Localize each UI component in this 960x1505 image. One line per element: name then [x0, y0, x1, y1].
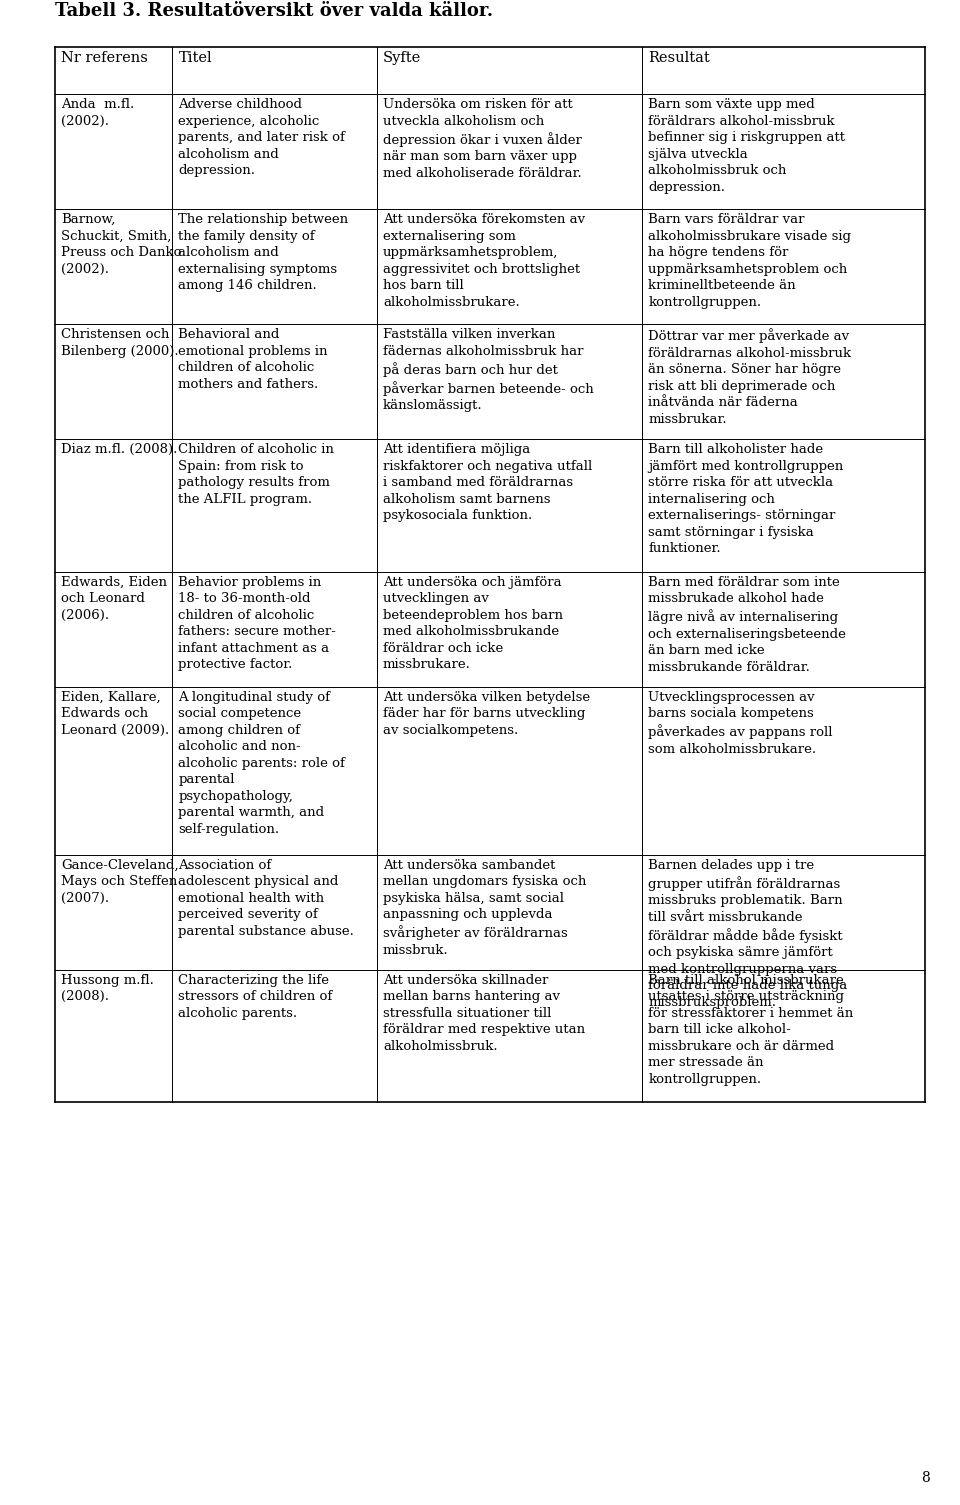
Text: Association of
adolescent physical and
emotional health with
perceived severity : Association of adolescent physical and e… — [179, 859, 354, 938]
Text: Hussong m.fl.
(2008).: Hussong m.fl. (2008). — [61, 974, 154, 1004]
Text: The relationship between
the family density of
alcoholism and
externalising symp: The relationship between the family dens… — [179, 214, 348, 292]
Text: Att undersöka vilken betydelse
fäder har för barns utveckling
av socialkompetens: Att undersöka vilken betydelse fäder har… — [383, 691, 590, 736]
Text: 8: 8 — [922, 1470, 930, 1485]
Text: Behavior problems in
18- to 36-month-old
children of alcoholic
fathers: secure m: Behavior problems in 18- to 36-month-old… — [179, 576, 336, 671]
Text: Att undersöka och jämföra
utvecklingen av
beteendeproblem hos barn
med alkoholmi: Att undersöka och jämföra utvecklingen a… — [383, 576, 563, 671]
Text: Gance-Cleveland,
Mays och Steffen
(2007).: Gance-Cleveland, Mays och Steffen (2007)… — [61, 859, 179, 905]
Text: Anda  m.fl.
(2002).: Anda m.fl. (2002). — [61, 98, 134, 128]
Text: Children of alcoholic in
Spain: from risk to
pathology results from
the ALFIL pr: Children of alcoholic in Spain: from ris… — [179, 442, 334, 506]
Text: Att undersöka sambandet
mellan ungdomars fysiska och
psykiska hälsa, samt social: Att undersöka sambandet mellan ungdomars… — [383, 859, 587, 957]
Text: Utvecklingsprocessen av
barns sociala kompetens
påverkades av pappans roll
som a: Utvecklingsprocessen av barns sociala ko… — [648, 691, 832, 756]
Text: Titel: Titel — [179, 51, 212, 65]
Text: Barn till alkoholister hade
jämfört med kontrollgruppen
större riska för att utv: Barn till alkoholister hade jämfört med … — [648, 442, 844, 555]
Text: Fastställa vilken inverkan
fädernas alkoholmissbruk har
på deras barn och hur de: Fastställa vilken inverkan fädernas alko… — [383, 328, 593, 412]
Text: A longitudinal study of
social competence
among children of
alcoholic and non-
a: A longitudinal study of social competenc… — [179, 691, 346, 835]
Text: Barn med föräldrar som inte
missbrukade alkohol hade
lägre nivå av internaliseri: Barn med föräldrar som inte missbrukade … — [648, 576, 846, 674]
Text: Barn till alkohol missbrukare
utsattes i större utsträckning
för stressfaktorer : Barn till alkohol missbrukare utsattes i… — [648, 974, 853, 1085]
Text: Characterizing the life
stressors of children of
alcoholic parents.: Characterizing the life stressors of chi… — [179, 974, 333, 1020]
Text: Adverse childhood
experience, alcoholic
parents, and later risk of
alcoholism an: Adverse childhood experience, alcoholic … — [179, 98, 346, 178]
Text: Syfte: Syfte — [383, 51, 421, 65]
Text: Barnen delades upp i tre
grupper utifrån föräldrarnas
missbruks problematik. Bar: Barnen delades upp i tre grupper utifrån… — [648, 859, 848, 1008]
Text: Att undersöka skillnader
mellan barns hantering av
stressfulla situationer till
: Att undersöka skillnader mellan barns ha… — [383, 974, 585, 1054]
Text: Behavioral and
emotional problems in
children of alcoholic
mothers and fathers.: Behavioral and emotional problems in chi… — [179, 328, 328, 391]
Text: Tabell 3. Resultatöversikt över valda källor.: Tabell 3. Resultatöversikt över valda kä… — [55, 2, 493, 20]
Text: Eiden, Kallare,
Edwards och
Leonard (2009).: Eiden, Kallare, Edwards och Leonard (200… — [61, 691, 169, 736]
Text: Edwards, Eiden
och Leonard
(2006).: Edwards, Eiden och Leonard (2006). — [61, 576, 167, 622]
Text: Resultat: Resultat — [648, 51, 710, 65]
Text: Barnow,
Schuckit, Smith,
Preuss och Danko
(2002).: Barnow, Schuckit, Smith, Preuss och Dank… — [61, 214, 181, 275]
Text: Att identifiera möjliga
riskfaktorer och negativa utfall
i samband med föräldrar: Att identifiera möjliga riskfaktorer och… — [383, 442, 592, 522]
Text: Nr referens: Nr referens — [61, 51, 148, 65]
Text: Barn vars föräldrar var
alkoholmissbrukare visade sig
ha högre tendens för
uppmä: Barn vars föräldrar var alkoholmissbruka… — [648, 214, 852, 309]
Text: Christensen och
Bilenberg (2000).: Christensen och Bilenberg (2000). — [61, 328, 179, 358]
Text: Döttrar var mer påverkade av
föräldrarnas alkohol-missbruk
än sönerna. Söner har: Döttrar var mer påverkade av föräldrarna… — [648, 328, 852, 426]
Text: Diaz m.fl. (2008).: Diaz m.fl. (2008). — [61, 442, 178, 456]
Text: Barn som växte upp med
föräldrars alkohol-missbruk
befinner sig i riskgruppen at: Barn som växte upp med föräldrars alkoho… — [648, 98, 845, 194]
Text: Undersöka om risken för att
utveckla alkoholism och
depression ökar i vuxen ålde: Undersöka om risken för att utveckla alk… — [383, 98, 582, 181]
Text: Att undersöka förekomsten av
externalisering som
uppmärksamhetsproblem,
aggressi: Att undersöka förekomsten av externalise… — [383, 214, 585, 309]
